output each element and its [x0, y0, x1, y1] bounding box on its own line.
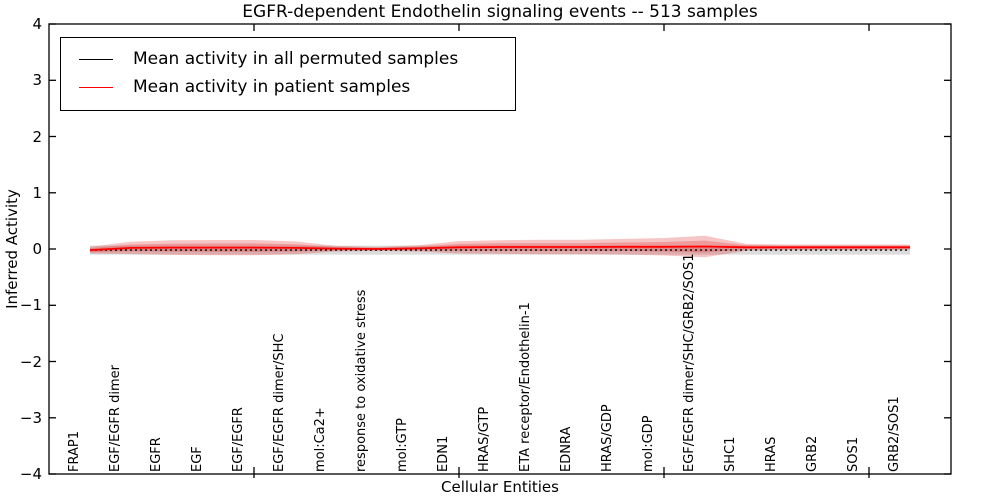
y-tick-label: −3 [19, 408, 42, 427]
legend-line-black [79, 58, 113, 60]
x-category-label: FRAP1 [67, 431, 82, 472]
x-category-label: EGF/EGFR dimer [108, 365, 123, 472]
legend-item-permuted: Mean activity in all permuted samples [79, 45, 505, 73]
x-category-label: GRB2/SOS1 [887, 396, 902, 472]
x-axis-label: Cellular Entities [441, 478, 559, 496]
x-category-label: EGFR [149, 437, 164, 472]
chart-title: EGFR-dependent Endothelin signaling even… [242, 2, 758, 22]
x-category-label: EGF [190, 446, 205, 472]
x-category-label: GRB2 [805, 435, 820, 472]
legend: Mean activity in all permuted samples Me… [60, 37, 516, 111]
y-tick-label: 2 [32, 127, 42, 146]
y-tick-label: −4 [19, 465, 42, 483]
x-category-label: HRAS/GDP [600, 404, 615, 472]
x-category-label: SHC1 [723, 436, 738, 472]
y-tick-label: −1 [19, 296, 42, 315]
y-tick-label: 0 [32, 240, 42, 258]
x-category-label: EDNRA [559, 426, 574, 472]
x-category-label: EGF/EGFR [231, 407, 246, 472]
x-category-label: response to oxidative stress [354, 289, 369, 472]
x-category-label: mol:GTP [395, 418, 410, 472]
x-category-label: EGF/EGFR dimer/SHC [272, 333, 287, 472]
legend-item-patient: Mean activity in patient samples [79, 73, 505, 101]
x-category-label: HRAS/GTP [477, 406, 492, 472]
y-tick-label: 4 [32, 15, 42, 33]
patient-mean-line [89, 245, 910, 251]
y-tick-label: 1 [32, 183, 42, 202]
x-category-label: HRAS [764, 436, 779, 472]
legend-line-red [79, 86, 113, 88]
y-tick-label: 3 [32, 71, 42, 90]
legend-label-permuted: Mean activity in all permuted samples [133, 49, 459, 69]
x-category-label: ETA receptor/Endothelin-1 [518, 302, 533, 472]
legend-label-patient: Mean activity in patient samples [133, 77, 411, 97]
x-category-label: SOS1 [846, 436, 861, 472]
x-category-label: mol:GDP [641, 415, 656, 472]
x-category-label: mol:Ca2+ [313, 407, 328, 472]
x-category-label: EGF/EGFR dimer/SHC/GRB2/SOS1 [682, 253, 697, 473]
y-tick-label: −2 [19, 352, 42, 371]
x-category-label: EDN1 [436, 435, 451, 472]
